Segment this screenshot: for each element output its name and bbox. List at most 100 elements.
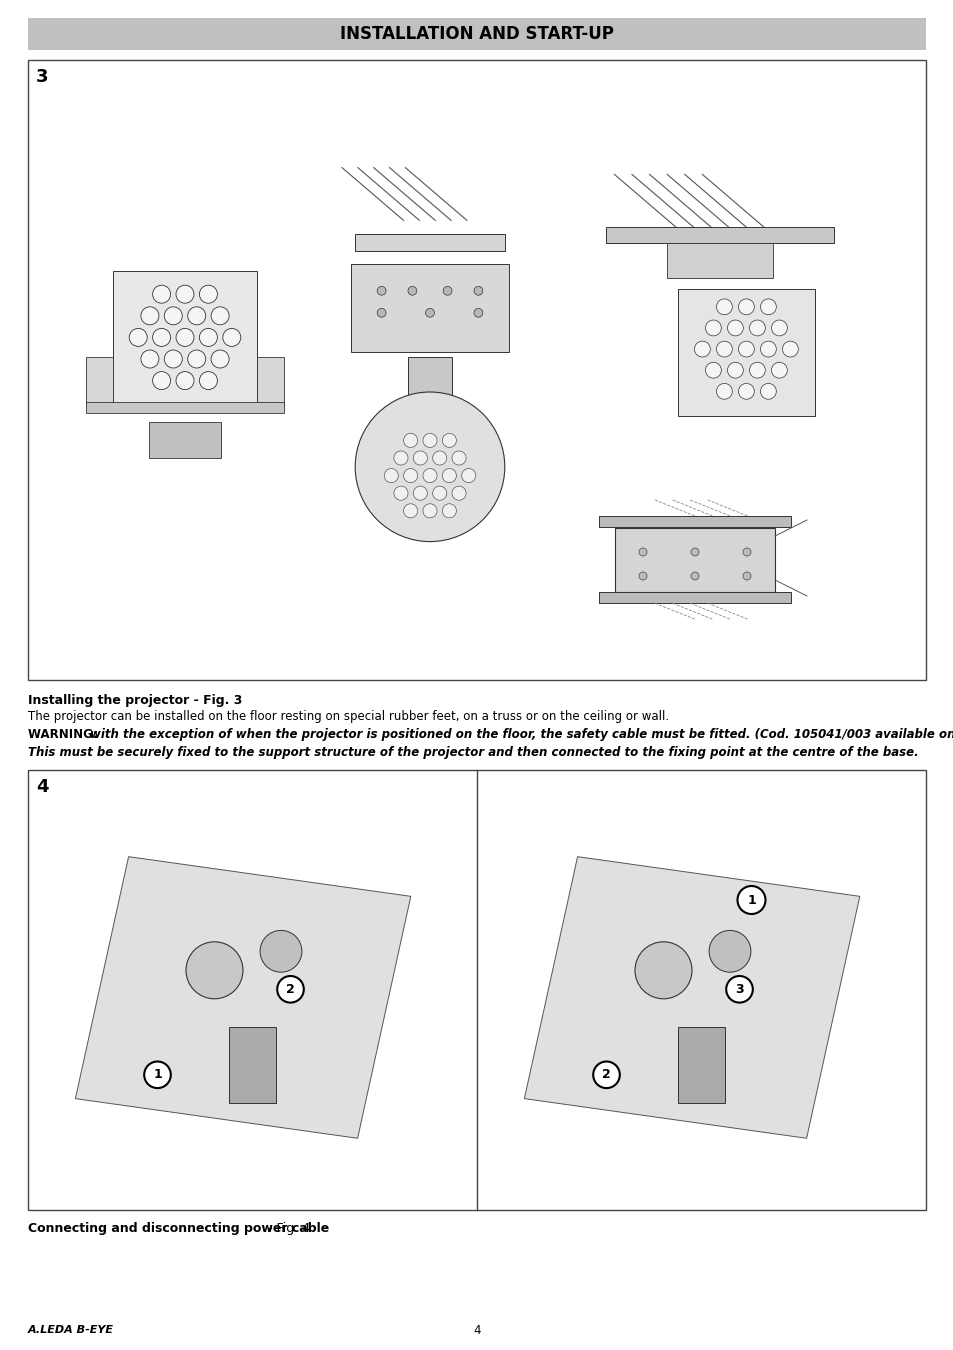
- Circle shape: [413, 451, 427, 464]
- Bar: [615, 528, 774, 593]
- Text: INSTALLATION AND START-UP: INSTALLATION AND START-UP: [339, 26, 614, 43]
- Bar: [149, 421, 221, 458]
- Text: Connecting and disconnecting power cable: Connecting and disconnecting power cable: [28, 1222, 329, 1235]
- Circle shape: [760, 383, 776, 400]
- Circle shape: [129, 328, 147, 347]
- Circle shape: [760, 342, 776, 356]
- Bar: [355, 234, 504, 251]
- Circle shape: [422, 433, 436, 447]
- Circle shape: [376, 308, 386, 317]
- Circle shape: [742, 572, 750, 580]
- Circle shape: [738, 298, 754, 315]
- Circle shape: [199, 285, 217, 304]
- Circle shape: [141, 350, 159, 369]
- Circle shape: [422, 468, 436, 483]
- Circle shape: [694, 342, 710, 356]
- Circle shape: [422, 504, 436, 518]
- Bar: [666, 243, 772, 278]
- Circle shape: [211, 306, 229, 325]
- Circle shape: [175, 285, 193, 304]
- Circle shape: [461, 468, 476, 483]
- Text: - Fig. 4: - Fig. 4: [264, 1222, 310, 1235]
- Bar: [351, 265, 509, 352]
- Circle shape: [164, 306, 182, 325]
- Circle shape: [771, 362, 786, 378]
- Circle shape: [639, 548, 646, 556]
- Bar: [598, 516, 790, 528]
- Bar: [408, 356, 452, 432]
- Circle shape: [452, 451, 466, 464]
- Text: 2: 2: [601, 1068, 610, 1081]
- Text: 3: 3: [735, 983, 743, 996]
- Bar: [256, 356, 284, 406]
- Text: The projector can be installed on the floor resting on special rubber feet, on a: The projector can be installed on the fl…: [28, 710, 668, 724]
- Circle shape: [749, 320, 764, 336]
- Circle shape: [635, 942, 691, 999]
- Circle shape: [442, 504, 456, 518]
- Text: This must be securely fixed to the support structure of the projector and then c: This must be securely fixed to the suppo…: [28, 747, 918, 759]
- Circle shape: [188, 350, 206, 369]
- Circle shape: [403, 433, 417, 447]
- Circle shape: [413, 486, 427, 501]
- Bar: [605, 227, 834, 243]
- Circle shape: [223, 328, 240, 347]
- Circle shape: [704, 320, 720, 336]
- Circle shape: [749, 362, 764, 378]
- Circle shape: [738, 342, 754, 356]
- Circle shape: [639, 572, 646, 580]
- Circle shape: [394, 486, 408, 501]
- Bar: [229, 1027, 276, 1103]
- Text: Installing the projector - Fig. 3: Installing the projector - Fig. 3: [28, 694, 242, 707]
- Text: 4: 4: [36, 778, 49, 796]
- Circle shape: [394, 451, 408, 464]
- Circle shape: [403, 468, 417, 483]
- Circle shape: [474, 308, 482, 317]
- Circle shape: [474, 286, 482, 296]
- Circle shape: [186, 942, 243, 999]
- Circle shape: [141, 306, 159, 325]
- Bar: [112, 271, 256, 410]
- Circle shape: [725, 976, 752, 1003]
- Text: 1: 1: [153, 1068, 162, 1081]
- Circle shape: [738, 383, 754, 400]
- Circle shape: [433, 451, 446, 464]
- Circle shape: [408, 286, 416, 296]
- Circle shape: [211, 350, 229, 369]
- Bar: [86, 356, 112, 406]
- Circle shape: [443, 286, 452, 296]
- Polygon shape: [75, 857, 411, 1138]
- Circle shape: [760, 298, 776, 315]
- Circle shape: [152, 371, 171, 390]
- Circle shape: [355, 392, 504, 541]
- Circle shape: [716, 298, 732, 315]
- Text: 4: 4: [473, 1323, 480, 1336]
- Circle shape: [175, 328, 193, 347]
- Circle shape: [593, 1061, 619, 1088]
- Circle shape: [771, 320, 786, 336]
- Bar: [86, 402, 284, 413]
- Circle shape: [175, 371, 193, 390]
- Circle shape: [442, 468, 456, 483]
- Bar: [28, 59, 925, 680]
- Circle shape: [781, 342, 798, 356]
- Circle shape: [442, 433, 456, 447]
- Circle shape: [716, 383, 732, 400]
- Text: A.LEDA B-EYE: A.LEDA B-EYE: [28, 1324, 113, 1335]
- Circle shape: [199, 328, 217, 347]
- Text: 1: 1: [746, 894, 755, 906]
- Circle shape: [690, 572, 699, 580]
- Circle shape: [164, 350, 182, 369]
- Text: 2: 2: [286, 983, 294, 996]
- Circle shape: [403, 504, 417, 518]
- Circle shape: [376, 286, 386, 296]
- Bar: [678, 289, 814, 416]
- Circle shape: [152, 328, 171, 347]
- Circle shape: [690, 548, 699, 556]
- Bar: [677, 1027, 724, 1103]
- Circle shape: [260, 930, 301, 972]
- Circle shape: [425, 308, 434, 317]
- Circle shape: [452, 486, 466, 501]
- Bar: [598, 593, 790, 603]
- Circle shape: [144, 1061, 171, 1088]
- Circle shape: [152, 285, 171, 304]
